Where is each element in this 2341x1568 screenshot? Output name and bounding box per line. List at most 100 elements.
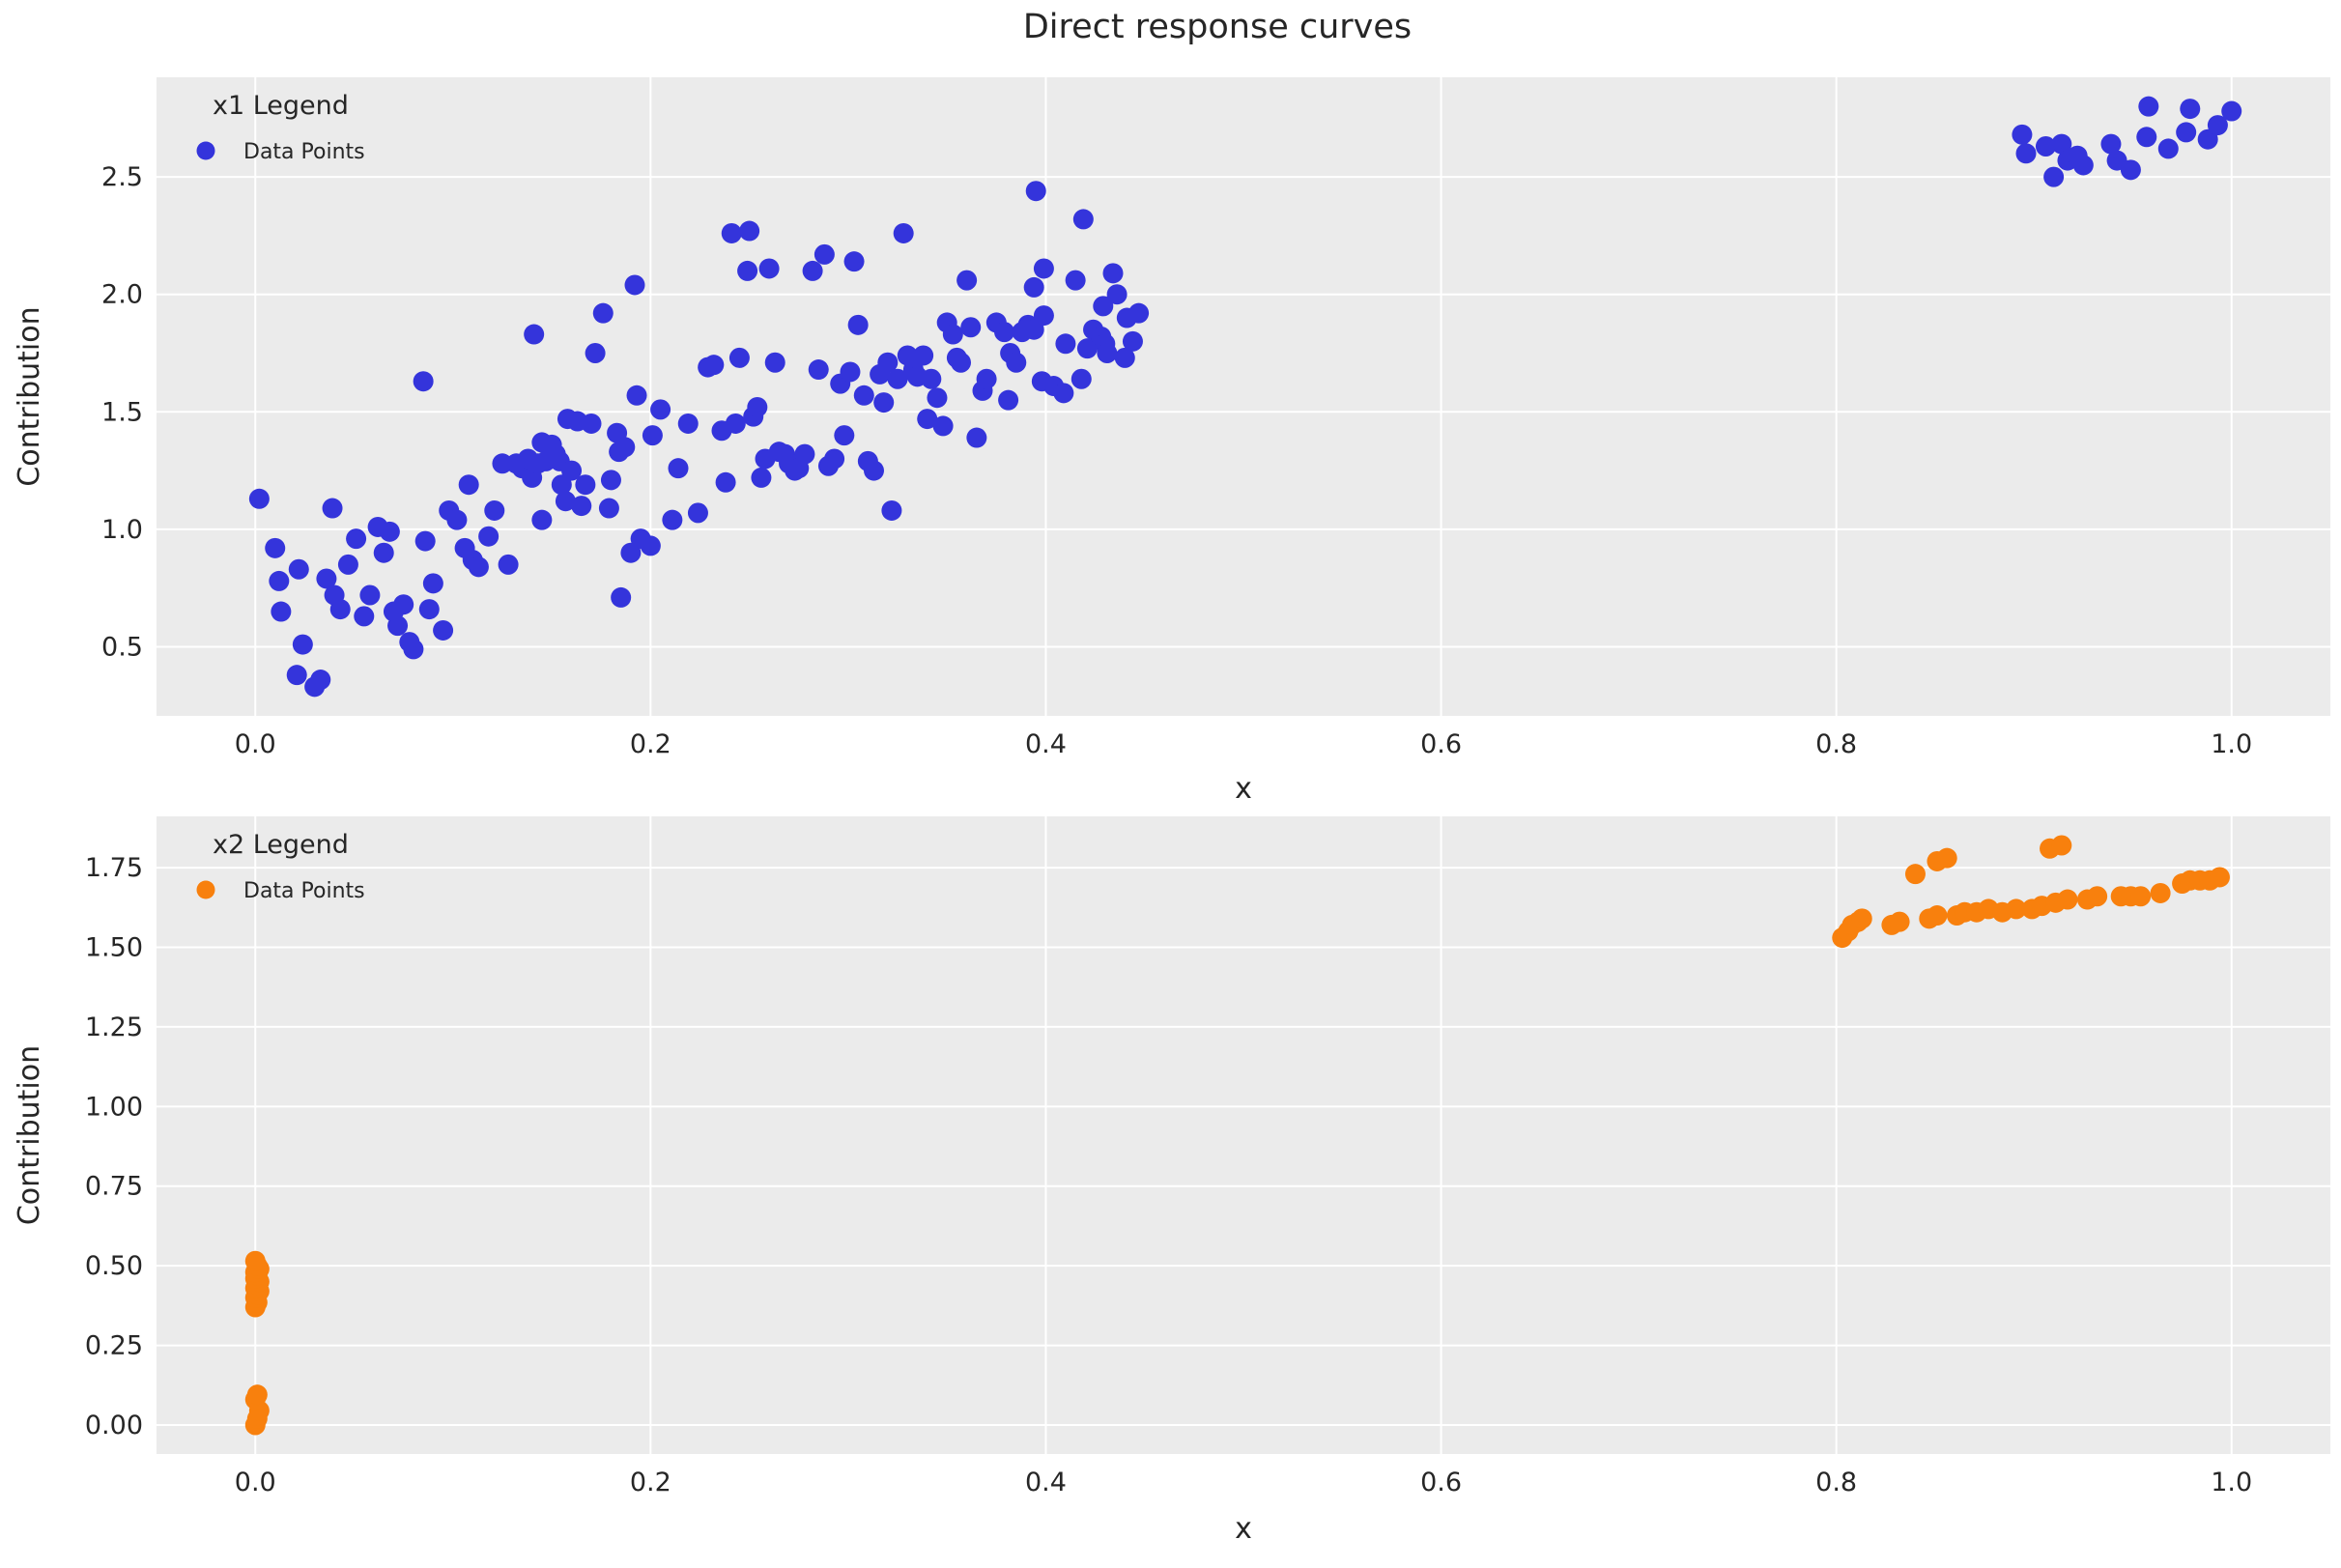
data-point [555, 491, 576, 512]
data-point [265, 537, 286, 558]
data-point [2221, 100, 2242, 122]
x-tick-label: 1.0 [2211, 1468, 2252, 1497]
data-point [834, 425, 855, 446]
data-point [418, 599, 440, 620]
data-point [2072, 155, 2094, 176]
data-point [747, 396, 768, 417]
data-point [2138, 96, 2159, 117]
data-point [1006, 352, 1027, 373]
subplot-1: 0.0 0.2 0.4 0.6 0.8 1.0 0.5 1.0 1.5 2.0 2.5 x Contri… [13, 77, 2330, 806]
data-point [561, 460, 583, 481]
data-point [413, 371, 434, 392]
data-point [611, 586, 632, 608]
data-point [337, 554, 358, 575]
data-point [585, 343, 606, 364]
data-point [598, 498, 619, 519]
data-point [422, 573, 443, 594]
data-point [1122, 330, 1143, 352]
data-point [1076, 338, 1098, 359]
data-point [2035, 135, 2056, 157]
data-point [1936, 847, 1957, 869]
data-point [794, 443, 815, 465]
data-point [2057, 889, 2078, 910]
data-point [2150, 882, 2171, 903]
data-point [1904, 864, 1926, 885]
legend-label: Data Points [243, 879, 365, 903]
data-point [288, 558, 309, 580]
data-point [1093, 296, 1114, 317]
data-point [1128, 302, 1150, 324]
y-tick-label: 1.00 [85, 1092, 143, 1122]
data-point [269, 570, 290, 591]
y-tick-label: 0.50 [85, 1251, 143, 1281]
data-point [994, 322, 1014, 343]
data-point [764, 352, 785, 373]
legend: x1 Legend Data Points [196, 91, 365, 164]
data-point [1106, 284, 1128, 305]
data-point [650, 399, 671, 420]
data-point [478, 526, 500, 547]
y-tick-label: 0.75 [85, 1172, 143, 1202]
data-point [346, 528, 367, 550]
data-point [310, 670, 331, 691]
data-point [329, 599, 351, 620]
subplot-2: 0.0 0.2 0.4 0.6 0.8 1.0 0.00 0.25 0.50 0.75 1.00 1.… [13, 816, 2330, 1546]
plot-area [157, 816, 2330, 1454]
data-point [998, 389, 1019, 411]
data-point [927, 387, 948, 409]
x-tick-label: 0.0 [235, 729, 276, 759]
data-point [1033, 258, 1054, 279]
y-tick-label: 1.50 [85, 932, 143, 962]
data-point [2051, 133, 2072, 155]
y-tick-label: 1.5 [101, 397, 143, 427]
data-point [956, 270, 978, 291]
x-tick-label: 1.0 [2211, 729, 2252, 759]
data-point [446, 509, 468, 530]
data-point [687, 502, 708, 524]
x-axis-label: x [1235, 772, 1252, 806]
data-point [373, 542, 394, 563]
y-tick-label: 0.25 [85, 1331, 143, 1361]
data-point [2157, 138, 2179, 159]
y-tick-label: 1.25 [85, 1012, 143, 1042]
x-tick-label: 0.6 [1420, 729, 1462, 759]
data-point [893, 222, 914, 243]
data-point [359, 584, 381, 606]
data-point [524, 324, 545, 345]
x-tick-label: 0.2 [630, 729, 671, 759]
data-point [271, 601, 292, 622]
legend-marker-icon [196, 141, 215, 160]
data-point [642, 425, 663, 446]
data-point [1071, 368, 1092, 389]
x-tick-label: 0.4 [1025, 729, 1067, 759]
legend-title: x1 Legend [213, 91, 349, 121]
data-point [932, 415, 954, 437]
data-point [677, 413, 699, 434]
data-point [316, 568, 337, 589]
data-point [1114, 347, 1135, 368]
data-point [354, 606, 375, 627]
legend-title: x2 Legend [213, 830, 349, 860]
data-point [877, 352, 899, 373]
data-point [942, 324, 963, 345]
data-point [292, 634, 313, 655]
data-point [2197, 128, 2218, 150]
data-point [2176, 122, 2197, 143]
data-point [1023, 276, 1044, 298]
data-point [468, 556, 489, 578]
data-point [668, 458, 689, 479]
data-point [960, 317, 982, 338]
data-point [624, 274, 645, 296]
data-point [737, 260, 758, 281]
x-tick-label: 0.2 [630, 1468, 671, 1497]
data-point [1102, 263, 1124, 284]
y-axis-label: Contribution [13, 306, 46, 486]
y-tick-label: 1.75 [85, 853, 143, 883]
data-point [592, 302, 614, 324]
data-point [976, 368, 997, 389]
data-point [917, 409, 938, 430]
data-point [739, 220, 760, 242]
data-point [887, 368, 908, 389]
data-point [626, 385, 647, 406]
data-point [951, 352, 971, 373]
